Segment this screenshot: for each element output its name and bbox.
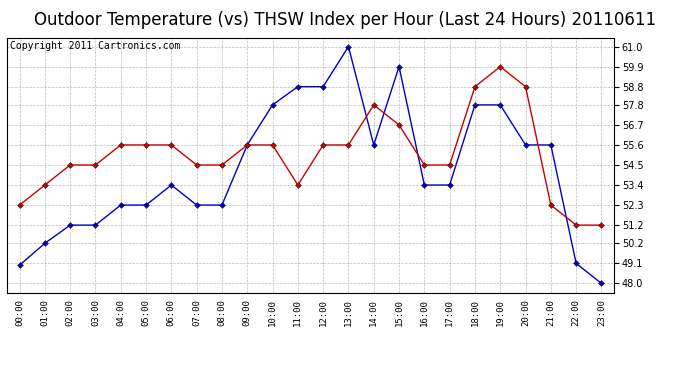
Text: Outdoor Temperature (vs) THSW Index per Hour (Last 24 Hours) 20110611: Outdoor Temperature (vs) THSW Index per … bbox=[34, 11, 656, 29]
Text: Copyright 2011 Cartronics.com: Copyright 2011 Cartronics.com bbox=[10, 41, 180, 51]
